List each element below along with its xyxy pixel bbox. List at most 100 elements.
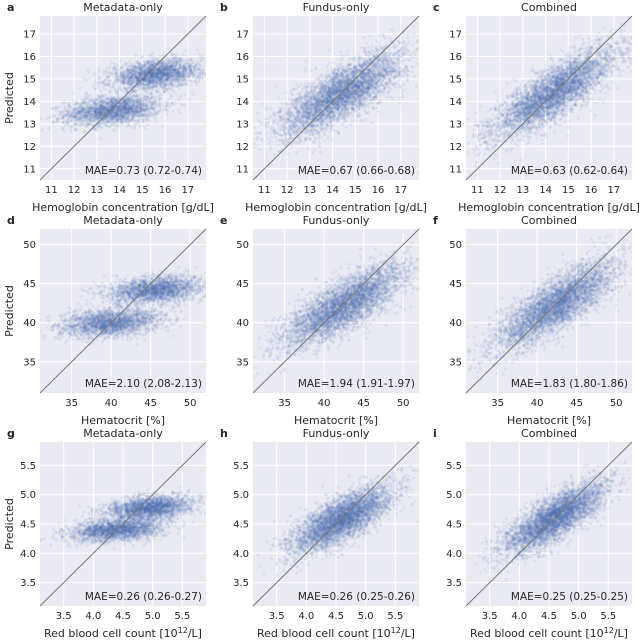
data-point <box>114 125 118 129</box>
data-point <box>151 103 155 107</box>
data-point <box>106 108 110 112</box>
data-point <box>163 51 166 55</box>
data-point <box>148 111 152 114</box>
data-point <box>128 104 132 108</box>
data-point <box>86 67 90 71</box>
data-point <box>167 59 171 63</box>
data-point <box>118 59 122 63</box>
data-point <box>139 74 143 78</box>
data-point <box>146 104 150 107</box>
data-point <box>168 91 171 95</box>
data-point <box>92 116 95 120</box>
y-tick-label: 14 <box>23 97 36 108</box>
data-point <box>82 100 86 104</box>
data-point <box>190 73 194 77</box>
data-point <box>362 35 366 39</box>
data-point <box>118 88 122 92</box>
data-point <box>116 123 120 127</box>
data-point <box>92 115 96 119</box>
data-point <box>62 114 66 117</box>
data-point <box>139 102 143 106</box>
data-point <box>134 107 138 111</box>
data-point <box>161 104 165 107</box>
data-point <box>83 107 87 111</box>
data-point <box>97 85 101 89</box>
data-point <box>162 90 166 93</box>
data-point <box>118 102 122 106</box>
data-point <box>87 108 91 112</box>
data-point <box>120 106 124 110</box>
data-point <box>112 62 116 66</box>
data-point <box>146 90 150 94</box>
data-point <box>151 51 155 55</box>
data-point <box>67 104 71 108</box>
data-point <box>94 113 98 117</box>
data-point <box>118 104 121 108</box>
data-point <box>137 103 140 107</box>
data-point <box>130 104 134 108</box>
data-point <box>166 62 170 66</box>
data-point <box>117 77 121 81</box>
data-point <box>61 116 65 120</box>
data-point <box>87 110 91 114</box>
data-point <box>131 81 135 84</box>
data-point <box>136 100 140 104</box>
data-point <box>91 119 95 123</box>
data-point <box>185 60 189 64</box>
data-point <box>130 109 134 113</box>
data-point <box>138 101 142 105</box>
data-point <box>169 80 173 84</box>
data-point <box>95 97 98 101</box>
data-point <box>98 112 102 116</box>
data-point <box>196 48 199 52</box>
data-point <box>103 87 107 91</box>
data-point <box>102 104 105 108</box>
data-point <box>126 100 130 104</box>
data-point <box>126 100 130 104</box>
data-point <box>66 111 70 115</box>
data-point <box>132 89 136 93</box>
data-point <box>92 103 95 107</box>
data-point <box>135 107 139 111</box>
data-point <box>113 96 117 100</box>
data-point <box>91 113 95 116</box>
data-point <box>88 122 92 126</box>
data-point <box>135 75 138 79</box>
data-point <box>138 107 142 111</box>
data-point <box>132 100 136 104</box>
data-point <box>116 110 120 114</box>
data-point <box>101 121 105 125</box>
data-point <box>149 101 153 105</box>
data-point <box>147 114 150 118</box>
data-point <box>113 113 117 117</box>
data-point <box>150 91 154 95</box>
data-point <box>94 127 98 131</box>
data-point <box>87 122 91 126</box>
data-point <box>115 90 119 94</box>
data-point <box>160 93 163 97</box>
data-point <box>84 119 88 123</box>
data-point <box>121 99 125 103</box>
data-point <box>116 107 120 111</box>
data-point <box>157 90 161 94</box>
data-point <box>68 114 72 118</box>
data-point <box>229 63 232 66</box>
data-point <box>135 106 139 110</box>
data-point <box>123 98 126 102</box>
data-point <box>114 115 118 118</box>
data-point <box>123 100 127 103</box>
data-point <box>105 110 108 113</box>
data-point <box>101 106 105 110</box>
data-point <box>78 106 82 110</box>
data-point <box>94 107 98 111</box>
data-point <box>169 83 173 87</box>
data-point <box>130 117 134 120</box>
data-point <box>101 101 105 105</box>
data-point <box>94 109 98 113</box>
data-point <box>104 121 108 125</box>
data-point <box>92 128 96 131</box>
data-point <box>102 112 106 116</box>
data-point <box>82 111 86 115</box>
data-point <box>81 115 85 119</box>
